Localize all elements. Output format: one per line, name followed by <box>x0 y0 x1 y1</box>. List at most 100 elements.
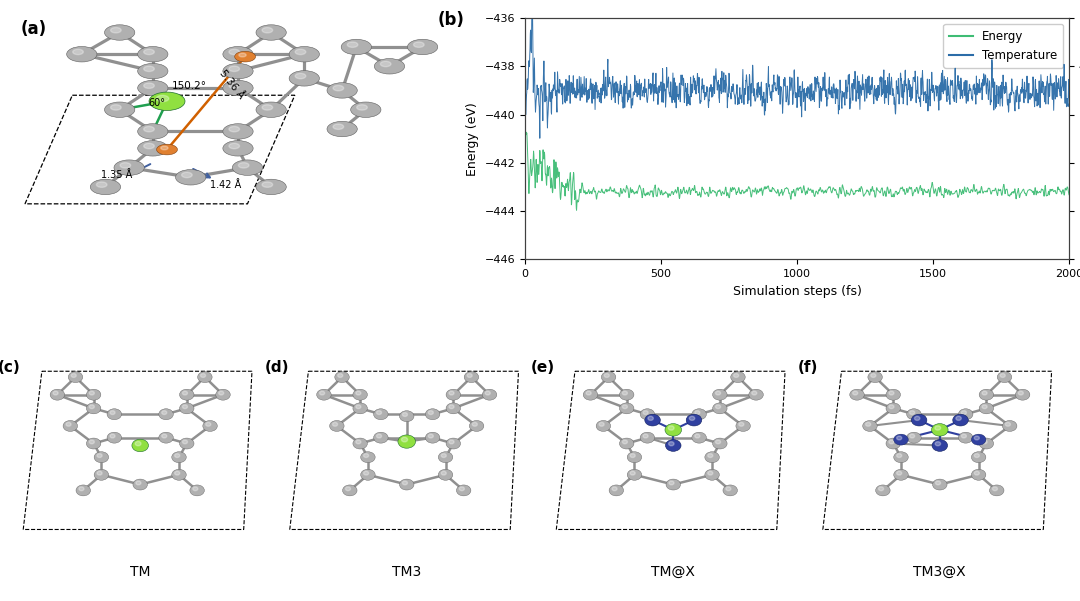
Circle shape <box>229 143 240 148</box>
Text: TM@X: TM@X <box>651 565 696 579</box>
Circle shape <box>262 182 272 188</box>
Circle shape <box>222 124 253 139</box>
Circle shape <box>627 452 642 463</box>
Circle shape <box>733 374 739 377</box>
Circle shape <box>176 169 206 185</box>
Circle shape <box>599 423 604 426</box>
Circle shape <box>640 409 654 419</box>
Circle shape <box>645 414 660 426</box>
Circle shape <box>144 83 154 88</box>
Circle shape <box>446 389 460 400</box>
Circle shape <box>234 51 256 62</box>
Circle shape <box>467 374 472 377</box>
Circle shape <box>179 438 194 449</box>
Circle shape <box>622 405 627 409</box>
Circle shape <box>896 471 902 475</box>
Circle shape <box>157 144 177 155</box>
Circle shape <box>91 179 121 195</box>
Circle shape <box>449 440 454 444</box>
Circle shape <box>689 416 694 420</box>
Circle shape <box>229 126 240 132</box>
Circle shape <box>361 469 375 480</box>
Circle shape <box>135 441 141 446</box>
Circle shape <box>640 432 654 443</box>
Circle shape <box>172 469 186 480</box>
Circle shape <box>364 454 368 457</box>
Circle shape <box>229 66 240 72</box>
Circle shape <box>449 391 454 395</box>
Circle shape <box>356 105 367 110</box>
Circle shape <box>907 432 921 443</box>
Circle shape <box>76 485 91 496</box>
Circle shape <box>863 421 877 432</box>
Circle shape <box>426 409 440 419</box>
Circle shape <box>133 479 148 490</box>
Circle shape <box>289 46 320 62</box>
Circle shape <box>110 434 116 438</box>
Text: 5.36 Å: 5.36 Å <box>218 68 246 101</box>
Circle shape <box>175 471 179 475</box>
Circle shape <box>137 141 168 156</box>
Circle shape <box>63 421 78 432</box>
Circle shape <box>630 471 635 475</box>
Circle shape <box>179 389 194 400</box>
Circle shape <box>159 432 173 443</box>
Text: 60°: 60° <box>148 98 165 108</box>
Circle shape <box>739 423 744 426</box>
Circle shape <box>172 452 186 463</box>
Circle shape <box>912 414 927 426</box>
Circle shape <box>472 423 477 426</box>
Circle shape <box>137 124 168 139</box>
Circle shape <box>79 487 84 490</box>
Circle shape <box>889 391 894 395</box>
Circle shape <box>876 485 890 496</box>
Circle shape <box>407 39 437 55</box>
Circle shape <box>353 438 367 449</box>
Circle shape <box>956 416 961 420</box>
Circle shape <box>232 160 262 175</box>
Circle shape <box>971 452 986 463</box>
Circle shape <box>889 405 894 409</box>
Circle shape <box>982 405 987 409</box>
Circle shape <box>627 469 642 480</box>
Text: TM: TM <box>130 565 150 579</box>
Circle shape <box>485 391 490 395</box>
Circle shape <box>604 374 609 377</box>
Circle shape <box>157 96 168 102</box>
Circle shape <box>868 371 882 383</box>
Circle shape <box>438 452 453 463</box>
Circle shape <box>997 371 1012 383</box>
Circle shape <box>110 105 121 110</box>
Circle shape <box>256 102 286 117</box>
Circle shape <box>707 454 713 457</box>
Circle shape <box>666 479 680 490</box>
Circle shape <box>68 371 83 383</box>
Circle shape <box>935 426 941 430</box>
Circle shape <box>622 391 627 395</box>
Circle shape <box>353 403 367 414</box>
Circle shape <box>97 471 103 475</box>
Circle shape <box>980 403 994 414</box>
Text: 1.35 Å: 1.35 Å <box>100 171 132 180</box>
Circle shape <box>414 42 424 47</box>
Circle shape <box>442 471 446 475</box>
Circle shape <box>137 63 168 79</box>
Circle shape <box>974 454 980 457</box>
Circle shape <box>889 440 894 444</box>
Circle shape <box>183 391 188 395</box>
Circle shape <box>896 436 902 440</box>
Circle shape <box>333 423 338 426</box>
Circle shape <box>958 432 973 443</box>
Circle shape <box>1015 389 1030 400</box>
Circle shape <box>609 485 623 496</box>
Circle shape <box>961 410 967 415</box>
Circle shape <box>198 371 212 383</box>
Circle shape <box>932 479 947 490</box>
Circle shape <box>909 434 915 438</box>
Circle shape <box>438 469 453 480</box>
Circle shape <box>446 403 460 414</box>
Circle shape <box>120 163 131 168</box>
Circle shape <box>239 163 249 168</box>
Circle shape <box>894 452 908 463</box>
Text: (c): (c) <box>0 359 21 374</box>
